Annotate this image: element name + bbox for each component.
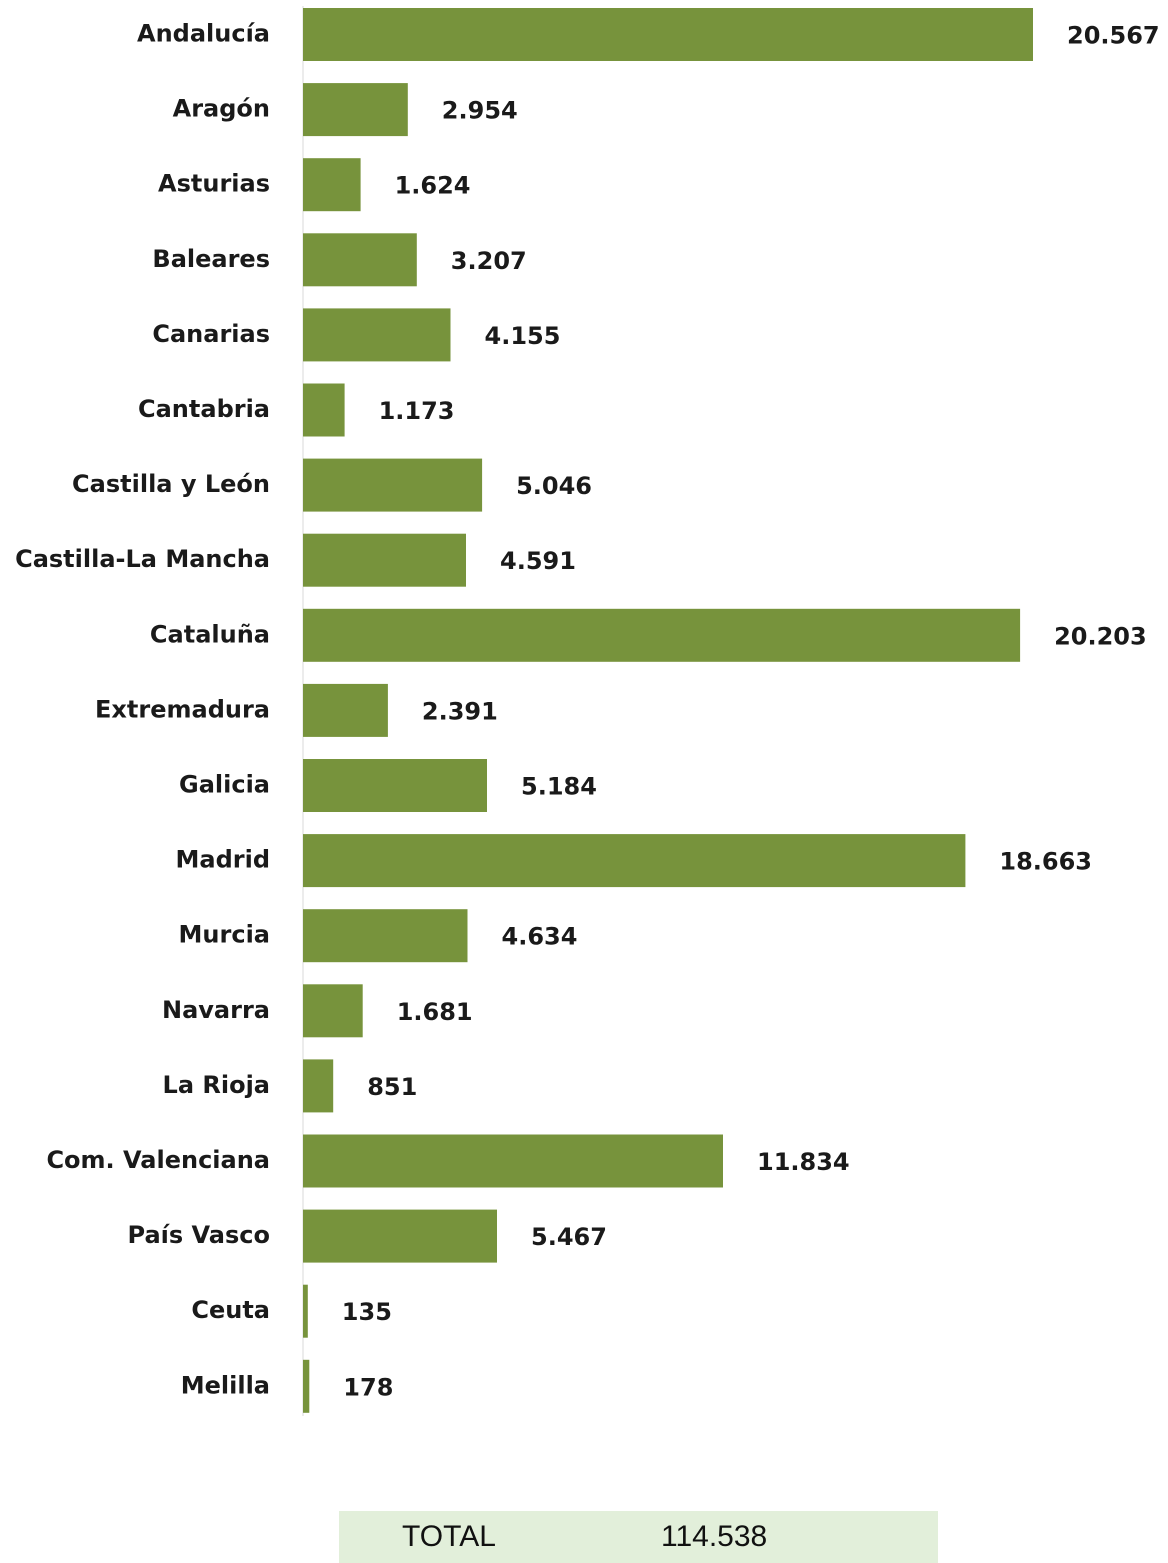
category-label-asturias: Asturias [158, 170, 270, 198]
bar-canarias [303, 308, 451, 362]
bar-pais-vasco [303, 1209, 497, 1263]
value-label-melilla: 178 [343, 1373, 393, 1401]
bars-group [303, 8, 1033, 1413]
bar-cataluna [303, 608, 1021, 662]
category-label-baleares: Baleares [152, 245, 270, 273]
category-label-castilla-y-leon: Castilla y León [72, 470, 270, 498]
bar-ceuta [303, 1284, 308, 1338]
value-label-murcia: 4.634 [502, 923, 578, 951]
bar-extremadura [303, 683, 388, 737]
bar-aragon [303, 83, 408, 137]
category-labels-group: Andalucía Aragón Asturias Baleares Canarias C… [15, 20, 270, 1400]
value-label-madrid: 18.663 [999, 848, 1092, 876]
category-label-pais-vasco: País Vasco [128, 1221, 270, 1249]
category-label-aragon: Aragón [173, 95, 270, 123]
bar-galicia [303, 759, 487, 812]
total-value: 114.538 [661, 1520, 768, 1553]
value-label-ceuta: 135 [342, 1298, 392, 1326]
value-label-baleares: 3.207 [451, 247, 527, 275]
category-label-com-valenciana: Com. Valenciana [46, 1146, 270, 1174]
bar-com-valenciana [303, 1134, 723, 1188]
value-label-galicia: 5.184 [521, 773, 597, 801]
value-label-la-rioja: 851 [367, 1073, 417, 1101]
value-label-aragon: 2.954 [442, 97, 518, 125]
bar-andalucia [303, 8, 1033, 61]
bar-murcia [303, 909, 468, 963]
category-label-navarra: Navarra [162, 996, 270, 1024]
bar-navarra [303, 984, 363, 1038]
category-label-madrid: Madrid [176, 846, 271, 874]
bar-asturias [303, 158, 361, 212]
category-label-murcia: Murcia [179, 921, 270, 949]
value-label-pais-vasco: 5.467 [531, 1223, 607, 1251]
value-label-navarra: 1.681 [397, 998, 473, 1026]
category-label-canarias: Canarias [152, 320, 270, 348]
category-label-galicia: Galicia [179, 771, 270, 799]
value-label-castilla-y-leon: 5.046 [516, 472, 592, 500]
value-label-andalucia: 20.567 [1067, 22, 1160, 50]
category-label-ceuta: Ceuta [191, 1296, 270, 1324]
value-label-extremadura: 2.391 [422, 697, 498, 725]
category-label-la-rioja: La Rioja [163, 1071, 270, 1099]
value-label-castilla-la-mancha: 4.591 [500, 547, 576, 575]
bar-melilla [303, 1359, 310, 1413]
category-label-cataluna: Cataluña [150, 620, 270, 648]
value-label-canarias: 4.155 [485, 322, 561, 350]
bar-baleares [303, 233, 417, 287]
value-label-cataluna: 20.203 [1054, 622, 1147, 650]
value-label-cantabria: 1.173 [379, 397, 455, 425]
value-label-asturias: 1.624 [395, 172, 471, 200]
bar-madrid [303, 834, 966, 888]
category-label-andalucia: Andalucía [137, 20, 270, 48]
value-labels-group: 20.567 2.954 1.624 3.207 4.155 1.173 5.046 4.59… [342, 22, 1160, 1402]
category-label-melilla: Melilla [181, 1371, 270, 1399]
category-label-castilla-la-mancha: Castilla-La Mancha [15, 545, 270, 573]
total-label: TOTAL [402, 1520, 496, 1553]
bar-castilla-la-mancha [303, 533, 466, 587]
bar-castilla-y-leon [303, 458, 483, 512]
bar-cantabria [303, 383, 345, 437]
category-label-cantabria: Cantabria [138, 395, 270, 423]
category-label-extremadura: Extremadura [95, 695, 270, 723]
bar-chart: Andalucía Aragón Asturias Baleares Canarias C… [15, 6, 1160, 1416]
total-box: TOTAL 114.538 [339, 1511, 938, 1563]
bar-la-rioja [303, 1059, 334, 1113]
value-label-com-valenciana: 11.834 [757, 1148, 850, 1176]
